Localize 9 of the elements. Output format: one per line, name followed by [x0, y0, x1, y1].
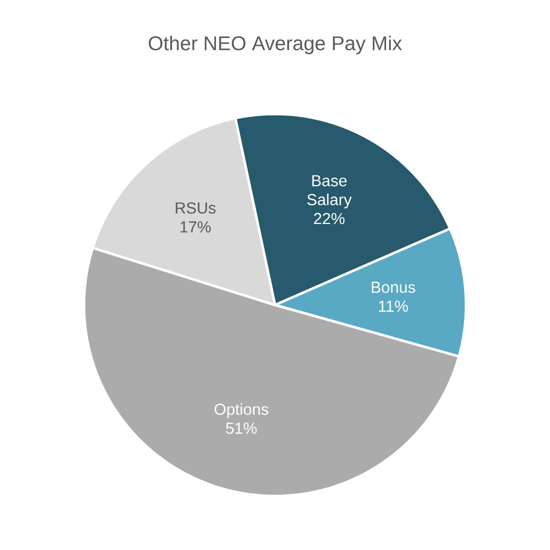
- data-label: 22%: [314, 212, 345, 224]
- data-label: 11%: [378, 300, 408, 312]
- slice-label: RSUs: [176, 202, 216, 214]
- slice-label: Base Salary: [307, 175, 352, 208]
- data-label: 17%: [180, 221, 211, 232]
- slice-label: Options: [214, 403, 268, 418]
- data-label: 51%: [226, 422, 257, 434]
- chart-title: Other NEO Average Pay Mix: [148, 36, 402, 54]
- slice-label: Bonus: [372, 282, 416, 293]
